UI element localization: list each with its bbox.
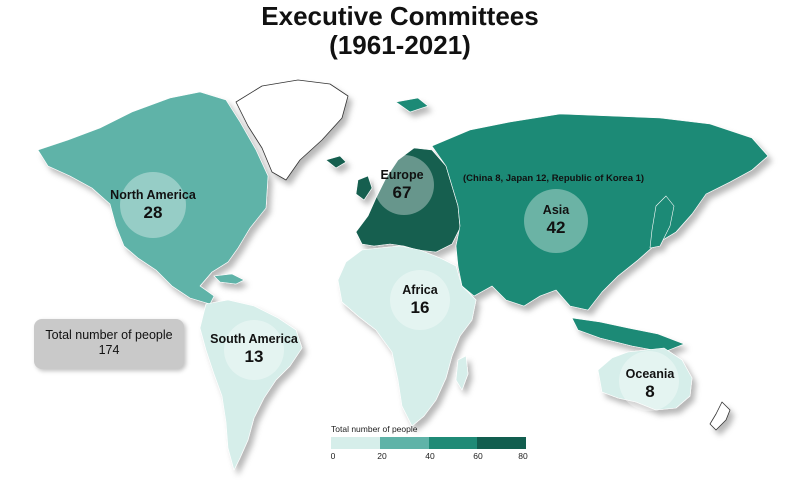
total-people-box: Total number of people 174: [34, 319, 184, 369]
region-name: North America: [110, 188, 196, 202]
legend-swatch-1: [331, 437, 380, 449]
total-value: 174: [98, 343, 120, 357]
asia-breakdown-note: (China 8, Japan 12, Republic of Korea 1): [463, 173, 645, 184]
legend-swatch-4: [477, 437, 526, 449]
color-legend: Total number of people 0 20 40 60 80: [331, 424, 531, 464]
bubble-south-america: [224, 320, 284, 380]
region-value: 16: [410, 298, 430, 317]
region-shape-north-america: [37, 91, 269, 305]
region-value: 8: [645, 382, 655, 401]
region-shape-asia: [571, 317, 685, 353]
region-shape-asia: [649, 195, 675, 249]
legend-tick: 20: [377, 451, 387, 461]
legend-color-bar: [331, 437, 526, 449]
title-line-1: Executive Committees: [261, 1, 539, 31]
region-shape-oceania: [597, 347, 693, 411]
region-name: Asia: [542, 203, 570, 217]
bubble-africa: [390, 270, 450, 330]
region-shape-asia: [395, 97, 429, 113]
map-title: Executive Committees (1961-2021): [0, 2, 800, 60]
label-africa: Africa 16: [402, 282, 437, 318]
legend-title: Total number of people: [331, 424, 418, 434]
bubble-europe: [374, 155, 434, 215]
label-asia: Asia 42: [543, 202, 569, 238]
region-shape-europe: [355, 175, 373, 201]
label-oceania: Oceania 8: [626, 366, 675, 402]
legend-tick: 0: [330, 451, 336, 461]
region-bubbles: [120, 155, 679, 411]
label-south-america: South America 13: [210, 331, 298, 367]
region-name: Oceania: [625, 367, 675, 381]
legend-tick: 80: [518, 451, 528, 461]
bubble-oceania: [619, 351, 679, 411]
region-shape-north-america: [213, 273, 245, 285]
region-shape-asia: [431, 113, 769, 311]
region-shape-africa: [455, 355, 469, 391]
legend-swatch-2: [379, 437, 429, 449]
region-value: 28: [143, 203, 163, 222]
bubble-asia: [524, 189, 588, 253]
legend-tick: 60: [473, 451, 483, 461]
total-label: Total number of people: [45, 328, 173, 342]
region-name: South America: [210, 332, 298, 346]
region-name: Africa: [402, 283, 438, 297]
region-shape-africa: [337, 245, 477, 427]
title-line-2: (1961-2021): [329, 30, 471, 60]
region-value: 42: [546, 218, 566, 237]
legend-swatch-3: [428, 437, 478, 449]
new-zealand-shape: [709, 401, 731, 431]
bubble-north-america: [120, 172, 186, 238]
label-europe: Europe 67: [380, 167, 423, 203]
greenland-shape: [235, 79, 349, 181]
region-value: 13: [244, 347, 264, 366]
legend-tick: 40: [425, 451, 435, 461]
label-north-america: North America 28: [110, 187, 196, 223]
region-shape-europe: [325, 155, 347, 169]
region-shape-south-america: [199, 299, 303, 471]
region-name: Europe: [380, 168, 424, 182]
region-value: 67: [392, 183, 412, 202]
